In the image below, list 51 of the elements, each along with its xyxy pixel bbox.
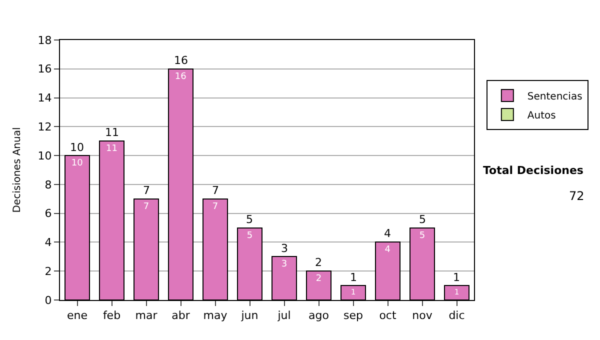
- total-label: 2: [315, 256, 322, 269]
- x-tick-label: mar: [135, 309, 158, 322]
- total-label: 1: [453, 271, 460, 284]
- x-tick-label: oct: [379, 309, 397, 322]
- x-tick-label: nov: [412, 309, 433, 322]
- y-tick-label: 18: [38, 34, 52, 47]
- data-label: 7: [143, 202, 150, 212]
- data-label: 1: [350, 287, 356, 296]
- legend-label: Autos: [527, 110, 556, 122]
- x-tick-label: may: [203, 309, 228, 322]
- data-label: 11: [106, 144, 118, 154]
- data-label: 5: [246, 230, 253, 241]
- text: 72: [569, 189, 584, 203]
- y-tick-label: 12: [38, 120, 52, 134]
- x-tick-label: sep: [344, 309, 364, 322]
- total-label: 5: [419, 213, 426, 226]
- total-label: 10: [70, 141, 84, 154]
- data-label: 1: [454, 287, 460, 296]
- x-tick-label: ene: [66, 309, 88, 322]
- y-tick-label: 10: [38, 149, 52, 162]
- x-tick-label: ago: [308, 309, 330, 322]
- y-tick-label: 2: [44, 264, 52, 278]
- total-label: 7: [212, 184, 219, 197]
- y-tick-label: 4: [44, 236, 52, 250]
- total-label: 3: [281, 242, 288, 255]
- y-tick-label: 14: [38, 92, 52, 105]
- total-label: 16: [174, 54, 188, 67]
- data-label: 2: [316, 274, 322, 284]
- x-tick-label: feb: [102, 309, 121, 322]
- data-label: 16: [174, 72, 187, 82]
- data-label: 7: [212, 202, 218, 212]
- y-tick-label: 16: [38, 62, 52, 76]
- data-label: 3: [281, 260, 288, 270]
- total-label: 5: [246, 213, 253, 226]
- data-label: 5: [419, 230, 426, 241]
- total-label: 4: [384, 227, 391, 240]
- y-tick-label: 8: [44, 178, 52, 192]
- total-label: 1: [350, 271, 357, 284]
- legend-label: Sentencias: [527, 91, 582, 102]
- x-tick-label: dic: [448, 309, 465, 322]
- data-label: 4: [384, 245, 391, 256]
- y-axis-title: Decisiones Anual: [12, 127, 23, 213]
- total-label: 7: [143, 184, 150, 197]
- y-tick-label: 0: [44, 294, 52, 307]
- x-tick-label: jun: [240, 309, 258, 322]
- x-tick-label: jul: [276, 309, 291, 322]
- x-tick-label: abr: [172, 309, 190, 322]
- total-label: 11: [105, 126, 119, 139]
- text: Total Decisiones: [483, 164, 584, 177]
- y-tick-label: 6: [44, 207, 52, 220]
- data-label: 10: [71, 158, 84, 169]
